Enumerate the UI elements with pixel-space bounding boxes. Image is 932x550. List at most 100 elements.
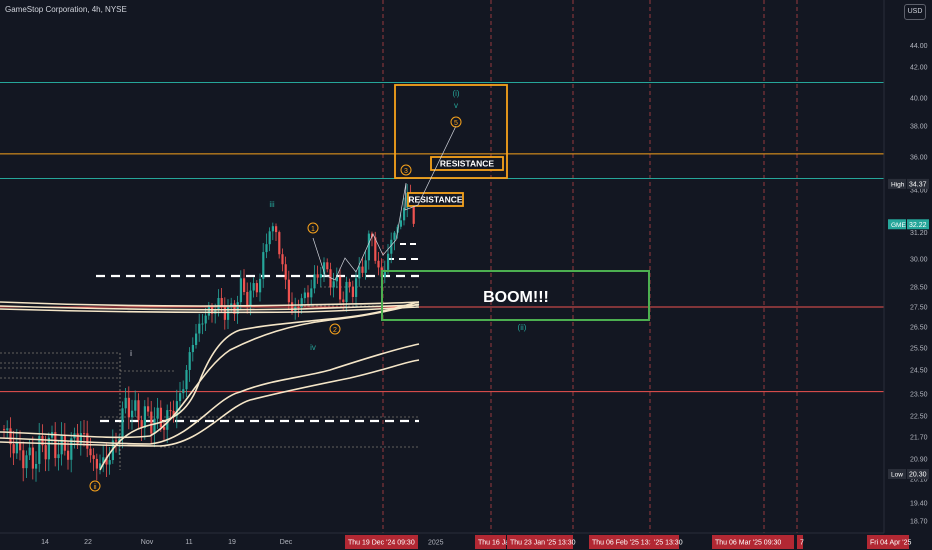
candle-body: [262, 252, 265, 279]
price-tick-label: 20.10: [910, 477, 928, 484]
price-tag-name: GME: [891, 222, 906, 229]
candle-body: [115, 440, 118, 442]
price-tick-label: 44.00: [910, 43, 928, 50]
dashed-levels: [0, 243, 419, 470]
candle-body: [95, 458, 98, 469]
price-axis[interactable]: 44.0042.0040.0038.0036.0034.0032.5031.20…: [883, 0, 932, 550]
candle-body: [35, 463, 38, 469]
price-axis-bg: [884, 0, 932, 550]
date-label: Thu 06 Feb '25 13:30: [592, 540, 658, 547]
candle-body: [364, 260, 367, 273]
candle-body: [150, 411, 153, 434]
candle-body: [377, 260, 380, 268]
date-label-bg: [507, 535, 573, 549]
candle-body: [185, 369, 188, 390]
price-tick-label: 34.00: [910, 188, 928, 195]
price-tag-value: 32.22: [909, 222, 927, 229]
candle-body: [140, 420, 143, 429]
moving-average-line: [0, 303, 420, 439]
annotation-boxes[interactable]: RESISTANCE RESISTANCE BOOM!!!: [312, 84, 650, 321]
wave-label: 5: [454, 120, 458, 127]
candle-body: [259, 278, 262, 293]
candle-body: [265, 244, 268, 253]
wave-label: v: [454, 101, 458, 110]
candle-body: [313, 274, 316, 289]
time-tick-label: 11: [185, 539, 192, 546]
chart-title: GameStop Corporation, 4h, NYSE: [5, 5, 127, 14]
currency-button[interactable]: USD: [904, 4, 926, 20]
wave-label: (ii): [518, 323, 527, 332]
candle-body: [147, 406, 150, 412]
price-tag-name: Low: [891, 472, 903, 479]
candle-body: [278, 232, 281, 255]
time-tick-label: 14: [41, 539, 49, 546]
candle-body: [307, 292, 310, 298]
candle-body: [310, 288, 313, 298]
candle-body: [175, 401, 178, 416]
candle-body: [172, 410, 175, 416]
candle-body: [47, 437, 50, 460]
wave-label-circle: [329, 323, 341, 335]
price-tick-label: 20.90: [910, 457, 928, 464]
price-tick-label: 36.00: [910, 155, 928, 162]
candle-body: [6, 428, 9, 431]
candle-body: [239, 278, 242, 303]
moving-average-line: [0, 343, 420, 445]
moving-average-line: [0, 301, 420, 307]
moving-average-line: [99, 301, 420, 471]
date-label-bg: [475, 535, 506, 549]
moving-averages: [0, 301, 420, 471]
date-label: Thu 23 Jan '25 13:30: [510, 540, 576, 547]
candle-body: [403, 207, 406, 221]
candle-body: [198, 323, 201, 334]
candle-body: [217, 297, 220, 311]
candles: [3, 184, 415, 482]
candle-body: [134, 400, 137, 411]
candle-body: [271, 226, 274, 232]
candle-body: [76, 433, 79, 444]
candle-body: [182, 389, 185, 394]
price-tick-label: 23.50: [910, 392, 928, 399]
candle-body: [319, 274, 322, 278]
candle-body: [351, 286, 354, 297]
resistance-label: RESISTANCE: [408, 195, 462, 205]
candle-body: [390, 239, 393, 254]
candle-body: [105, 457, 108, 465]
candle-body: [54, 432, 57, 459]
candle-body: [12, 444, 15, 454]
wave-label: (i): [452, 89, 459, 98]
candle-body: [3, 429, 6, 431]
price-tick-label: 18.70: [910, 519, 928, 526]
candle-body: [195, 333, 198, 345]
candle-body: [332, 281, 335, 288]
wave-label-circle: [89, 480, 101, 492]
time-tick-label: 22: [84, 539, 92, 546]
candle-body: [57, 454, 60, 459]
price-tag-name: High: [891, 181, 905, 188]
candle-body: [127, 397, 130, 418]
price-tag-value-bg: [907, 469, 929, 479]
candle-body: [102, 457, 105, 464]
wave-label: 1: [311, 226, 315, 233]
candle-body: [86, 433, 89, 449]
candle-body: [393, 232, 396, 240]
price-tick-label: 24.50: [910, 368, 928, 375]
candle-body: [204, 315, 207, 324]
wave-label-circle: [400, 164, 412, 176]
target-box: [394, 84, 508, 179]
price-tick-label: 28.50: [910, 285, 928, 292]
candle-body: [121, 408, 124, 439]
candle-body: [268, 231, 271, 245]
time-tick-label: Nov: [141, 539, 154, 546]
candle-body: [79, 433, 82, 444]
price-tick-label: 30.00: [910, 257, 928, 264]
time-axis[interactable]: 14 22 Nov 11 19 Dec Thu 19 Dec '24 09:30 2025 Th…: [0, 532, 912, 550]
date-label-bg: [712, 535, 794, 549]
wave-label: iv: [310, 343, 316, 352]
date-label: Thu 19 Dec '24 09:30: [348, 540, 415, 547]
candle-body: [323, 262, 326, 275]
moving-average-line: [0, 359, 420, 447]
candle-body: [355, 278, 358, 297]
candle-body: [358, 266, 361, 279]
